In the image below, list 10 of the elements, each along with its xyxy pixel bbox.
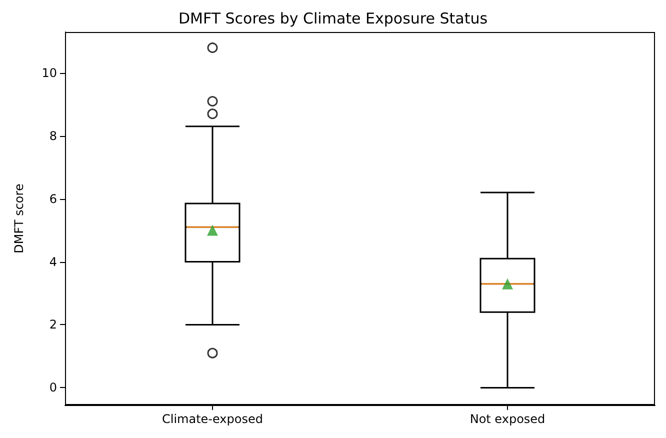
x-tick-label: Not exposed bbox=[470, 412, 546, 426]
y-tick-label: 4 bbox=[49, 254, 57, 269]
x-tick-label: Climate-exposed bbox=[162, 412, 263, 426]
y-tick-label: 2 bbox=[49, 318, 57, 332]
y-axis-title: DMFT score bbox=[12, 184, 26, 254]
y-tick-label: 0 bbox=[49, 380, 57, 395]
y-tick-label: 8 bbox=[49, 128, 57, 143]
y-tick-label: 10 bbox=[42, 66, 57, 80]
y-tick-label: 6 bbox=[49, 192, 57, 206]
chart-title: DMFT Scores by Climate Exposure Status bbox=[178, 10, 488, 28]
